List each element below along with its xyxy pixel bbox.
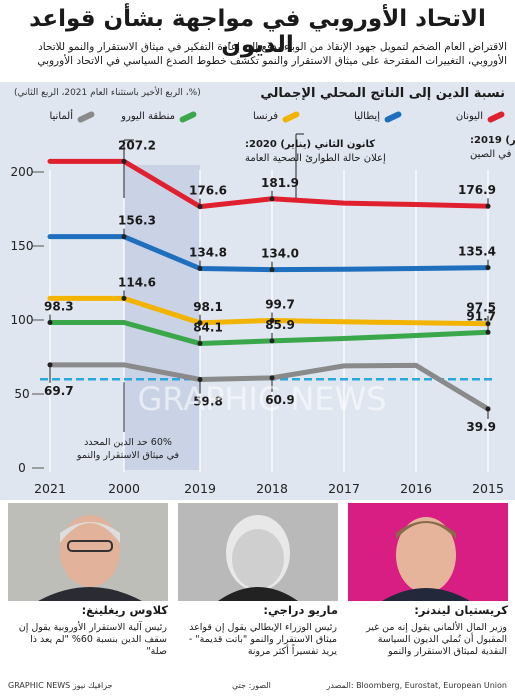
data-label: 59.8 bbox=[193, 394, 223, 408]
data-label: 207.2 bbox=[118, 138, 156, 152]
x-tick-label: 2015 bbox=[472, 481, 504, 496]
data-label: 176.9 bbox=[458, 183, 496, 197]
x-tick-label: 2019 bbox=[184, 481, 216, 496]
chart-title: نسبة الدين إلى الناتج المحلي الإجمالي bbox=[260, 86, 505, 101]
y-tick-label: 0 bbox=[18, 461, 26, 475]
photo-draghi-image bbox=[178, 503, 338, 601]
data-label: 60.9 bbox=[265, 393, 295, 407]
legend-label: فرنسا bbox=[252, 111, 278, 122]
page-subtitle: الاقتراض العام الضخم لتمويل جهود الإنقاذ… bbox=[37, 41, 507, 67]
y-tick-label: 200 bbox=[11, 165, 34, 179]
data-point bbox=[121, 234, 127, 240]
draghi-name: ماريو دراجي: bbox=[263, 603, 338, 617]
reference-line-label: 60% حد الدين المحدد في ميثاق الاستقرار وا… bbox=[76, 437, 179, 461]
legend-item: ألمانيا bbox=[49, 109, 96, 124]
photo-lindner-image bbox=[348, 503, 508, 601]
data-point bbox=[269, 196, 275, 202]
regling-quote: رئيس آلية الاستقرار الأوروبية يقول إن سق… bbox=[18, 622, 167, 657]
legend-label: اليونان bbox=[455, 111, 483, 122]
legend-item: فرنسا bbox=[252, 109, 301, 124]
data-point bbox=[485, 265, 491, 271]
data-label: 85.9 bbox=[265, 318, 295, 332]
data-label: 39.9 bbox=[466, 420, 496, 434]
data-point bbox=[269, 338, 275, 344]
y-tick-label: 50 bbox=[14, 387, 29, 401]
lindner-quote: وزير المال الألماني يقول إنه من غير المق… bbox=[366, 622, 507, 657]
legend-label: ألمانيا bbox=[49, 111, 73, 122]
data-label: 114.6 bbox=[118, 275, 156, 289]
x-tick-label: 2016 bbox=[400, 481, 432, 496]
draghi-quote: رئيس الوزراء الإيطالي يقول إن قواعد ميثا… bbox=[188, 622, 337, 657]
data-point bbox=[197, 265, 203, 271]
data-point bbox=[47, 362, 53, 368]
footer-source: المصدر: Bloomberg, Eurostat, European Un… bbox=[326, 681, 507, 690]
legend-label: إيطاليا bbox=[354, 111, 380, 122]
x-tick-label: 2017 bbox=[328, 481, 360, 496]
data-point bbox=[47, 320, 53, 326]
data-label: 98.3 bbox=[44, 300, 74, 314]
data-label: 181.9 bbox=[261, 176, 299, 190]
data-point bbox=[269, 375, 275, 381]
legend-item: منطقة اليورو bbox=[121, 109, 198, 124]
y-tick-label: 150 bbox=[11, 239, 34, 253]
chart-subtitle: (%، الربع الأخير باستثناء العام 2021، ال… bbox=[14, 88, 201, 98]
data-point bbox=[485, 406, 491, 412]
data-point bbox=[197, 204, 203, 210]
legend-label: منطقة اليورو bbox=[121, 111, 175, 122]
footer-photos: الصور: جتي bbox=[232, 681, 271, 690]
annotation-text: كانون الأول (ديسمبر) 2019:اكتشاف الفيروس… bbox=[470, 133, 515, 160]
x-tick-label: 2021 bbox=[34, 481, 66, 496]
photo-regling-image bbox=[8, 503, 168, 601]
legend-item: إيطاليا bbox=[354, 109, 403, 124]
data-label: 69.7 bbox=[44, 384, 74, 398]
data-point bbox=[485, 203, 491, 209]
x-tick-label: 2018 bbox=[256, 481, 288, 496]
data-label: 134.0 bbox=[261, 247, 299, 261]
regling-name: كلاوس ريغلينغ: bbox=[81, 603, 168, 617]
photo-draghi bbox=[178, 503, 338, 601]
y-tick-label: 100 bbox=[11, 313, 34, 327]
photo-lindner bbox=[348, 503, 508, 601]
data-label: 91.7 bbox=[466, 309, 496, 323]
footer-credit: GRAPHIC NEWS جرافيك نيوز bbox=[8, 681, 113, 690]
debt-ratio-chart: 0 50 100 150 200 2015 2016 2017 2018 2019 2000 2021… bbox=[11, 133, 515, 496]
data-label: 84.1 bbox=[193, 321, 223, 335]
data-label: 99.7 bbox=[265, 297, 295, 311]
page-title: الاتحاد الأوروبي في مواجهة بشأن قواعد ال… bbox=[29, 6, 486, 58]
data-label: 176.6 bbox=[189, 184, 227, 198]
data-label: 135.4 bbox=[458, 245, 496, 259]
watermark-text: GRAPHIC NEWS bbox=[137, 380, 386, 418]
x-tick-label: 2000 bbox=[108, 481, 140, 496]
annotation-text: كانون الثاني (يناير) 2020: إعلان حالة الط… bbox=[245, 139, 386, 164]
data-point bbox=[197, 376, 203, 382]
data-point bbox=[269, 317, 275, 323]
lindner-name: كريستيان ليندنر: bbox=[414, 603, 508, 617]
data-point bbox=[197, 341, 203, 347]
chart-panel bbox=[0, 82, 515, 500]
data-point bbox=[121, 295, 127, 301]
data-label: 97.5 bbox=[466, 301, 496, 315]
legend-item: اليونان bbox=[455, 109, 506, 124]
data-label: 156.3 bbox=[118, 214, 156, 228]
data-point bbox=[485, 321, 491, 327]
data-label: 134.8 bbox=[189, 245, 227, 259]
data-point bbox=[197, 320, 203, 326]
data-label: 98.1 bbox=[193, 300, 223, 314]
data-point bbox=[485, 329, 491, 335]
photo-regling bbox=[8, 503, 168, 601]
data-point bbox=[269, 267, 275, 273]
